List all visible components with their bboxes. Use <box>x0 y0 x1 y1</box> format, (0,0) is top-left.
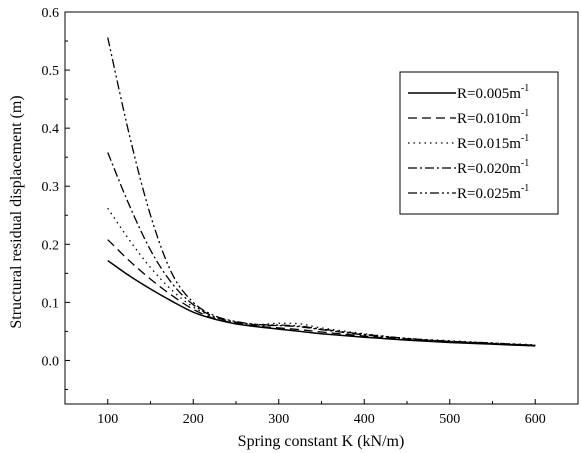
legend-label-4: R=0.020m-1 <box>457 158 529 177</box>
y-axis-label: Structural residual displacement (m) <box>8 95 25 328</box>
legend-exponent: -1 <box>521 158 529 169</box>
y-tick-label: 0.2 <box>42 238 60 253</box>
legend-label-5: R=0.025m-1 <box>457 183 529 202</box>
x-tick-label: 200 <box>183 412 204 427</box>
x-tick-label: 600 <box>525 412 546 427</box>
series-layer <box>107 37 536 347</box>
legend-exponent: -1 <box>521 108 529 119</box>
x-tick-label: 300 <box>268 412 289 427</box>
y-tick-label: 0.3 <box>42 180 60 195</box>
series-line-2 <box>107 239 536 346</box>
y-tick-label: 0.1 <box>42 296 60 311</box>
y-tick-label: 0.5 <box>42 64 60 79</box>
series-line-1 <box>107 259 536 347</box>
x-tick-label: 100 <box>97 412 118 427</box>
x-tick-label: 500 <box>439 412 460 427</box>
y-tick-label: 0.4 <box>42 122 60 137</box>
legend-exponent: -1 <box>521 83 529 94</box>
x-tick-label: 400 <box>354 412 375 427</box>
axis-layer: 100 200 300 400 500 600 0.0 0.1 0.2 0.3 0.4 0.5 0.6 <box>42 6 579 427</box>
y-tick-label: 0.6 <box>42 6 60 21</box>
legend-label-3: R=0.015m-1 <box>457 133 529 152</box>
legend: R=0.005m-1 R=0.010m-1 R=0.015m-1 R=0.020m-1… <box>399 71 559 215</box>
legend-exponent: -1 <box>521 133 529 144</box>
series-line-5 <box>107 37 536 346</box>
series-line-3 <box>107 207 536 346</box>
x-axis-label: Spring constant K (kN/m) <box>238 433 405 450</box>
legend-box <box>399 71 559 215</box>
legend-exponent: -1 <box>521 183 529 194</box>
legend-label-2: R=0.010m-1 <box>457 108 529 127</box>
y-tick-label: 0.0 <box>42 354 60 369</box>
legend-label-1: R=0.005m-1 <box>457 83 529 102</box>
